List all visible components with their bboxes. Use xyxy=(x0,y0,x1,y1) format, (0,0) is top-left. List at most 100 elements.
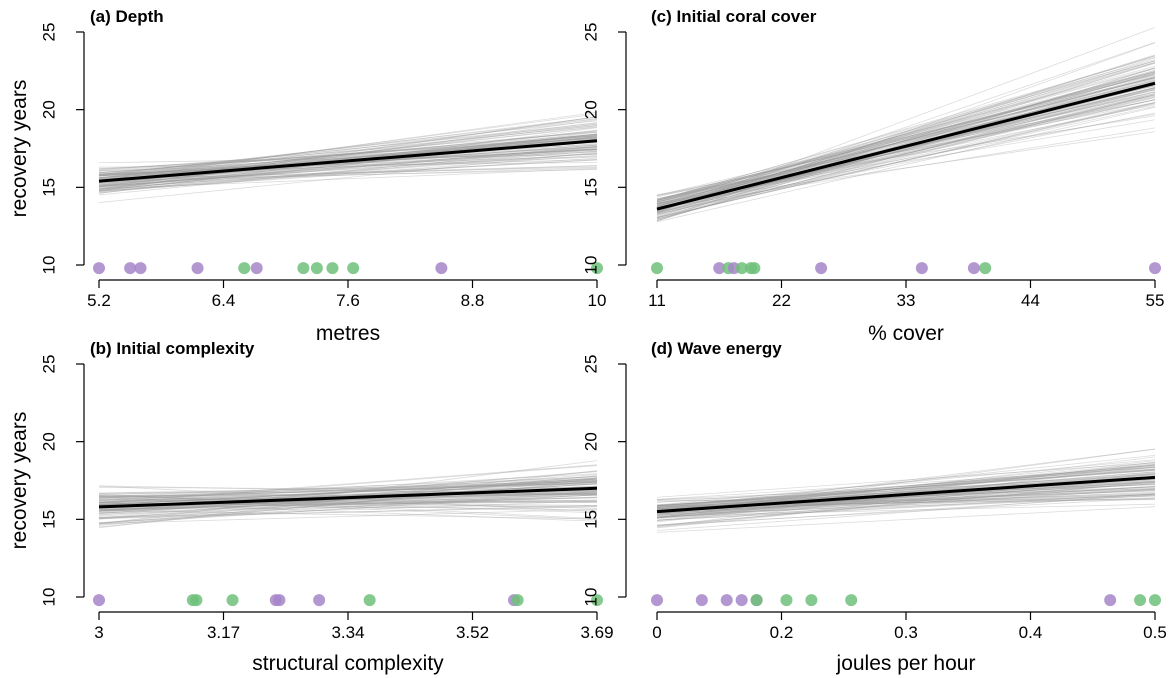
posterior-draw-line xyxy=(656,131,1156,205)
posterior-draw-line xyxy=(98,497,598,510)
posterior-draw-line xyxy=(98,137,598,172)
posterior-draw-line xyxy=(98,150,598,193)
posterior-draw-line xyxy=(656,485,1156,519)
observation-point xyxy=(347,262,360,275)
posterior-draw-line xyxy=(98,153,598,186)
x-axis-title: joules per hour xyxy=(836,652,976,675)
posterior-draw-line xyxy=(98,146,598,179)
posterior-draw-line xyxy=(656,466,1156,510)
posterior-draw-line xyxy=(656,467,1156,508)
posterior-draw-line xyxy=(98,480,598,504)
posterior-draw-line xyxy=(656,60,1156,204)
posterior-draw-line xyxy=(98,151,598,187)
posterior-draw-line xyxy=(656,489,1156,513)
posterior-draw-line xyxy=(98,480,598,506)
posterior-draw-line xyxy=(98,482,598,499)
posterior-draw-line xyxy=(656,71,1156,201)
posterior-draw-line xyxy=(656,112,1156,213)
posterior-draw-line xyxy=(656,467,1156,500)
posterior-draw-line xyxy=(98,475,598,516)
posterior-draw-line xyxy=(98,500,598,503)
posterior-draw-line xyxy=(98,470,598,529)
x-tick-label: 33 xyxy=(897,291,916,310)
posterior-draw-line xyxy=(656,491,1156,514)
posterior-draw-line xyxy=(98,464,598,504)
posterior-draw-line xyxy=(98,168,598,190)
posterior-draw-line xyxy=(656,59,1156,201)
posterior-draw-line xyxy=(98,496,598,521)
observation-point xyxy=(591,262,603,275)
posterior-draw-line xyxy=(98,493,598,519)
posterior-draw-line xyxy=(656,105,1156,215)
posterior-draw-line xyxy=(656,494,1156,527)
y-tick-label: 10 xyxy=(581,256,600,275)
posterior-draw-line xyxy=(98,157,598,192)
posterior-draw-line xyxy=(656,102,1156,199)
observation-point xyxy=(1149,262,1161,275)
posterior-draw-line xyxy=(656,76,1156,200)
posterior-draw-line xyxy=(98,159,598,188)
posterior-draw-line xyxy=(98,490,598,511)
posterior-draw-line xyxy=(98,493,598,497)
posterior-draw-line xyxy=(656,472,1156,511)
posterior-draw-line xyxy=(656,481,1156,527)
x-tick-label: 3.17 xyxy=(207,623,240,642)
panel-cover: 10 15 20 25 11 22 33 44 55 (c) Initial coral cove… xyxy=(581,7,1164,345)
observation-point xyxy=(273,594,286,607)
posterior-draw-line xyxy=(656,62,1156,210)
posterior-draw-line xyxy=(98,156,598,172)
posterior-draw-line xyxy=(98,119,598,191)
posterior-draw-line xyxy=(98,482,598,500)
posterior-draw-line xyxy=(656,475,1156,509)
posterior-draw-line xyxy=(98,485,598,505)
posterior-draw-line xyxy=(656,82,1156,201)
x-tick-label: 5.2 xyxy=(87,291,111,310)
panel-title: (a) Depth xyxy=(90,7,164,26)
posterior-draw-line xyxy=(98,123,598,175)
posterior-draw-line xyxy=(98,478,598,528)
posterior-draw-line xyxy=(98,136,598,191)
posterior-draw-line xyxy=(656,473,1156,507)
y-tick-label: 20 xyxy=(39,100,58,119)
posterior-draw-line xyxy=(656,469,1156,506)
y-tick-label: 25 xyxy=(39,23,58,42)
posterior-draw-line xyxy=(656,486,1156,507)
posterior-draw-line xyxy=(98,125,598,179)
observation-point xyxy=(124,262,137,275)
posterior-draw-line xyxy=(656,70,1156,208)
posterior-draw-line xyxy=(98,159,598,187)
posterior-draw-line xyxy=(98,499,598,506)
posterior-draw-line xyxy=(98,490,598,510)
posterior-draw-line xyxy=(656,488,1156,519)
posterior-draws xyxy=(656,27,1156,223)
posterior-draw-line xyxy=(656,488,1156,514)
posterior-draw-line xyxy=(98,125,598,177)
observation-point xyxy=(313,594,326,607)
posterior-draw-line xyxy=(656,76,1156,206)
posterior-draw-line xyxy=(656,94,1156,213)
mean-fit-line xyxy=(98,486,598,509)
posterior-draw-line xyxy=(656,497,1156,526)
x-tick-label: 11 xyxy=(648,291,666,310)
posterior-draw-line xyxy=(656,462,1156,498)
posterior-draw-line xyxy=(98,496,598,515)
posterior-draw-line xyxy=(656,106,1156,223)
posterior-draw-line xyxy=(98,113,598,180)
observation-point xyxy=(238,262,251,275)
observation-point xyxy=(435,262,448,275)
posterior-draw-line xyxy=(98,111,598,181)
posterior-draw-line xyxy=(656,480,1156,518)
posterior-draw-line xyxy=(98,154,598,164)
observation-point xyxy=(591,594,603,607)
posterior-draw-line xyxy=(98,122,598,176)
posterior-draw-line xyxy=(98,499,598,510)
posterior-draws xyxy=(98,460,598,529)
posterior-draw-line xyxy=(98,502,598,522)
posterior-draw-line xyxy=(656,101,1156,215)
observation-points xyxy=(93,594,603,607)
posterior-draw-line xyxy=(98,481,598,525)
posterior-draw-line xyxy=(656,73,1156,208)
x-tick-label: 0 xyxy=(652,623,661,642)
posterior-draw-line xyxy=(98,491,598,524)
posterior-draw-line xyxy=(656,68,1156,203)
